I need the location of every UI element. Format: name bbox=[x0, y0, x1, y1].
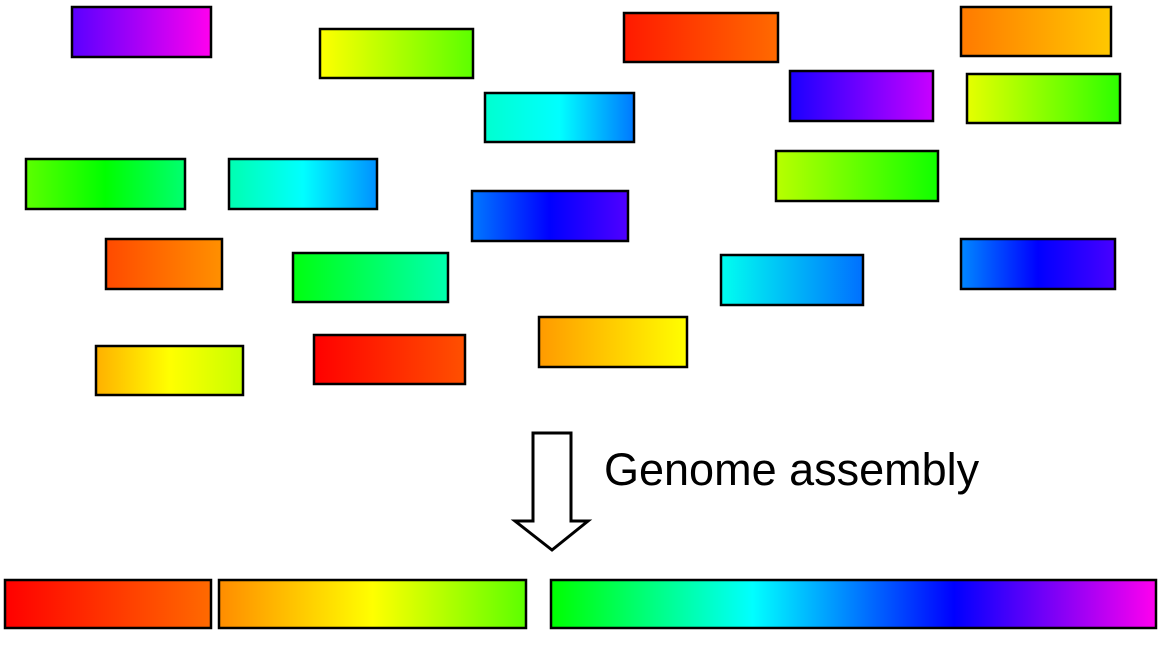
contig-red-orange bbox=[3, 578, 213, 630]
read-red bbox=[312, 333, 467, 386]
contig-green-to-magenta bbox=[549, 578, 1158, 630]
read-lime-green bbox=[965, 72, 1122, 125]
assembly-arrow bbox=[510, 431, 593, 552]
contig-orange-yellow-green bbox=[217, 578, 528, 630]
read-violet-magenta bbox=[70, 5, 213, 59]
read-chartreuse-green bbox=[774, 149, 940, 203]
read-blue-indigo bbox=[470, 189, 630, 243]
read-blue-violet bbox=[788, 69, 935, 123]
read-teal-blue bbox=[227, 157, 379, 211]
read-green-aqua bbox=[291, 251, 450, 304]
read-azure-indigo bbox=[959, 237, 1117, 291]
assembly-caption: Genome assembly bbox=[604, 444, 980, 495]
read-orange-amber bbox=[959, 5, 1113, 58]
read-orange-red bbox=[104, 237, 224, 291]
read-aqua-blue bbox=[483, 91, 636, 144]
read-green bbox=[24, 157, 187, 211]
read-red-orange bbox=[622, 11, 780, 64]
read-amber-yellow bbox=[94, 344, 245, 397]
down-arrow-icon bbox=[510, 431, 593, 552]
sequencing-reads bbox=[24, 5, 1122, 397]
read-orange-yellow bbox=[537, 315, 689, 369]
read-cyan-blue bbox=[719, 253, 865, 307]
read-yellow-green bbox=[318, 27, 475, 80]
assembled-contigs bbox=[3, 578, 1158, 630]
